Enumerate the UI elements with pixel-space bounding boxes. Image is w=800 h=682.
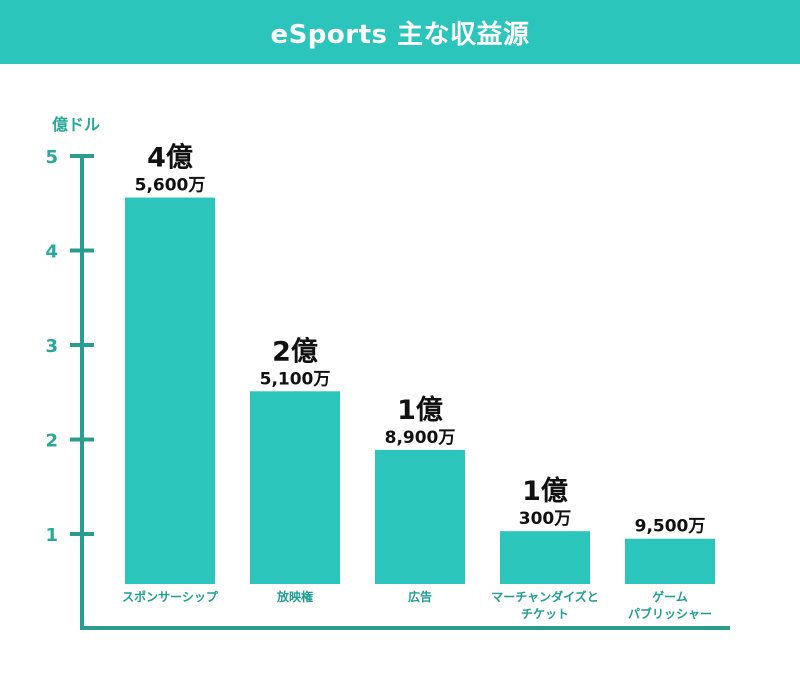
- bar: [625, 538, 715, 584]
- category-label: 放映権: [276, 589, 313, 604]
- bar: [250, 391, 340, 584]
- data-label-big: 1億: [522, 476, 568, 507]
- bar: [500, 531, 590, 584]
- y-tick-label: 1: [45, 525, 58, 546]
- data-label-big: 1億: [397, 395, 443, 426]
- data-label-big: 2億: [272, 336, 318, 367]
- category-label: ゲーム: [652, 589, 688, 604]
- data-label-small: 5,600万: [135, 176, 206, 196]
- category-label: チケット: [521, 607, 569, 621]
- y-axis-label: 億ドル: [52, 115, 100, 134]
- title-banner: eSports 主な収益源: [0, 0, 800, 64]
- y-tick-label: 3: [45, 336, 58, 357]
- category-label: スポンサーシップ: [122, 589, 219, 604]
- y-tick-label: 5: [45, 147, 58, 168]
- bars: [125, 197, 715, 584]
- chart-title: eSports 主な収益源: [270, 19, 530, 50]
- bar: [125, 197, 215, 584]
- category-label: パブリッシャー: [628, 606, 712, 621]
- data-label-small: 5,100万: [260, 369, 331, 389]
- y-tick-label: 4: [45, 242, 58, 263]
- data-label-small: 300万: [519, 509, 572, 529]
- labels: 5,600万4億スポンサーシップ5,100万2億放映権8,900万1億広告300…: [122, 143, 712, 621]
- data-label-small: 9,500万: [635, 517, 706, 537]
- category-label: マーチャンダイズと: [491, 589, 599, 604]
- data-label-big: 4億: [147, 143, 193, 174]
- data-label-small: 8,900万: [385, 428, 456, 448]
- y-tick-label: 2: [45, 431, 58, 452]
- axes: 1 2 3 4 5: [45, 147, 730, 630]
- bar: [375, 449, 465, 584]
- category-label: 広告: [408, 589, 432, 604]
